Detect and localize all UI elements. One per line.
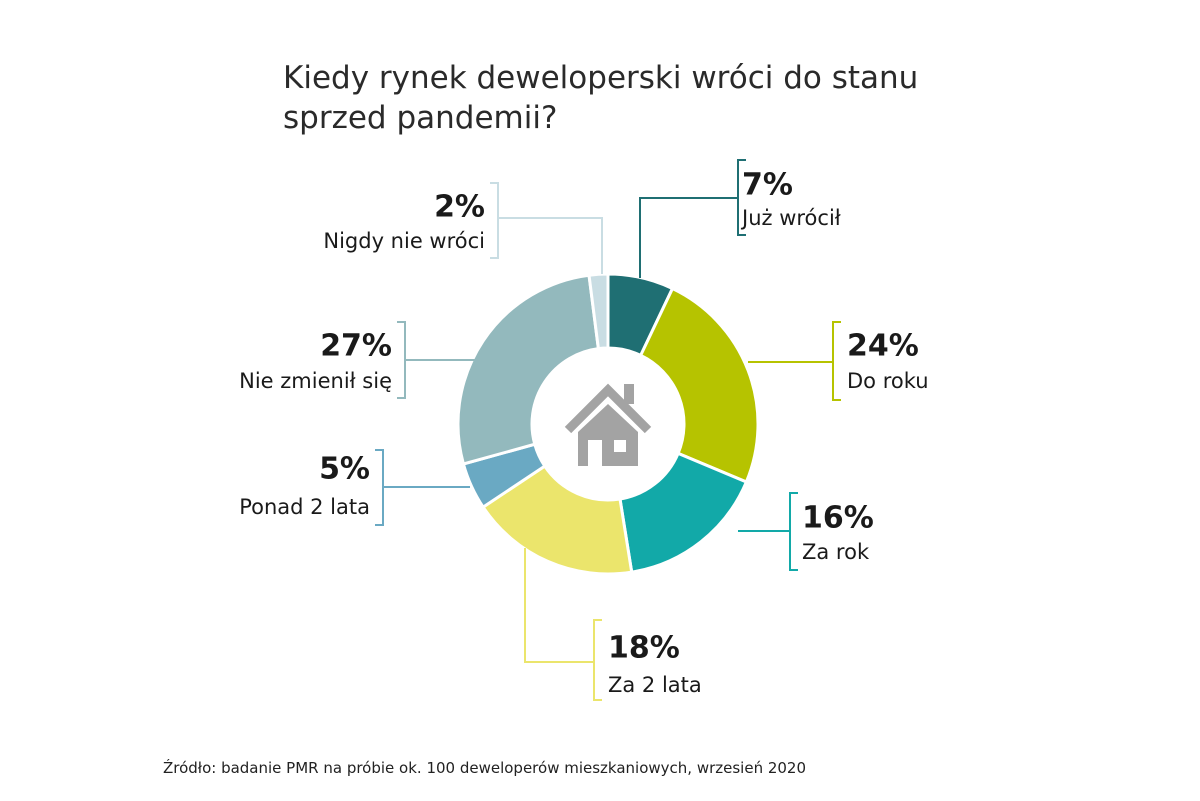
house-chimney (624, 384, 634, 404)
label-bracket (832, 321, 841, 401)
value-label: 2% (434, 190, 485, 225)
value-label: 24% (847, 329, 919, 364)
category-label: Za rok (802, 540, 870, 564)
category-label: Ponad 2 lata (239, 495, 370, 519)
category-label: Za 2 lata (608, 673, 702, 697)
category-label: Nie zmienił się (239, 369, 392, 393)
category-label: Do roku (847, 369, 929, 393)
chart-title: Kiedy rynek deweloperski wróci do stanu … (283, 60, 919, 136)
house-icon (564, 383, 652, 466)
value-label: 7% (742, 168, 793, 203)
donut-segment (638, 286, 760, 484)
donut-segment (587, 272, 610, 351)
house-roof (564, 383, 652, 434)
label-bracket (397, 321, 406, 399)
value-label: 27% (320, 329, 392, 364)
label-bracket (375, 449, 384, 526)
donut-segment (456, 273, 601, 466)
category-label: Już wrócił (740, 206, 841, 230)
label-bracket (490, 182, 499, 259)
value-label: 5% (319, 452, 370, 487)
house-window (614, 440, 626, 452)
label-bracket (737, 159, 746, 236)
value-label: 18% (608, 631, 680, 666)
category-label: Nigdy nie wróci (323, 229, 485, 253)
label-bracket (789, 492, 798, 571)
label-bracket (593, 619, 602, 701)
value-label: 16% (802, 501, 874, 536)
house-door (588, 440, 602, 466)
donut-segment (481, 464, 634, 576)
leader-line (639, 197, 738, 278)
source-note: Źródło: badanie PMR na próbie ok. 100 de… (163, 759, 807, 777)
leader-line (498, 217, 603, 274)
leader-line (524, 548, 594, 663)
